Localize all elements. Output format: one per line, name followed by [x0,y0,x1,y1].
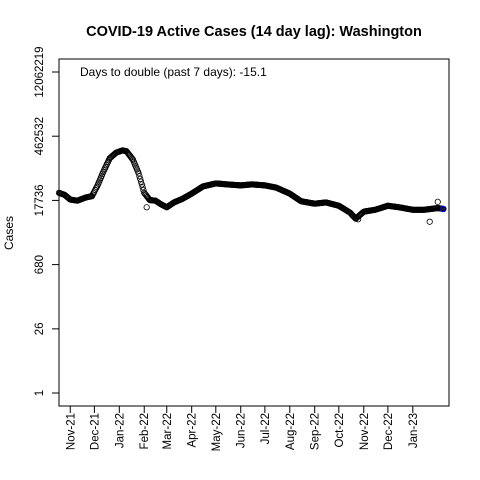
x-tick-label: May-22 [211,413,223,451]
y-tick-label: 12062219 [34,46,46,97]
y-tick-label: 1 [34,390,46,396]
y-tick-label: 680 [34,255,46,274]
data-point [129,155,136,162]
data-point [426,218,433,225]
data-point [355,216,362,223]
y-tick-label: 17736 [34,184,46,216]
data-point [143,204,150,211]
y-axis-label: Cases [2,216,16,250]
x-axis: Nov-21 Dec-21 Jan-22 Feb-22 Mar-22 Apr-22 May-… [65,405,420,451]
chart-title: COVID-19 Active Cases (14 day lag): Wash… [86,24,422,40]
latest-data-point [440,205,447,213]
data-point [137,178,145,185]
x-tick-label: Nov-21 [65,413,77,450]
x-tick-label: Jul-22 [260,413,272,444]
x-tick-label: Jan-22 [114,413,126,448]
data-point [434,198,441,205]
data-point [136,173,143,180]
x-tick-label: Sep-22 [310,413,322,450]
x-tick-label: Oct-22 [334,413,346,448]
plot-frame [58,58,450,407]
x-tick-label: Dec-21 [89,413,101,450]
data-points [55,147,447,225]
x-tick-label: Feb-22 [139,413,151,449]
data-point [135,170,142,177]
x-tick-label: Apr-22 [187,413,199,448]
annotation-text: Days to double (past 7 days): -15.1 [80,65,267,79]
data-point [138,181,145,188]
y-axis: 1 26 680 17736 462532 12062219 [34,46,60,396]
x-tick-label: Dec-22 [383,413,395,450]
data-point [139,184,146,191]
data-point [140,186,147,194]
y-tick-label: 462532 [34,117,46,155]
x-tick-label: Mar-22 [162,413,174,449]
x-tick-label: Aug-22 [285,413,297,450]
x-tick-label: Nov-22 [359,413,371,450]
data-point [137,175,144,183]
x-tick-label: Jun-22 [236,413,248,448]
y-tick-label: 26 [34,322,46,335]
x-tick-label: Jan-23 [408,413,420,448]
